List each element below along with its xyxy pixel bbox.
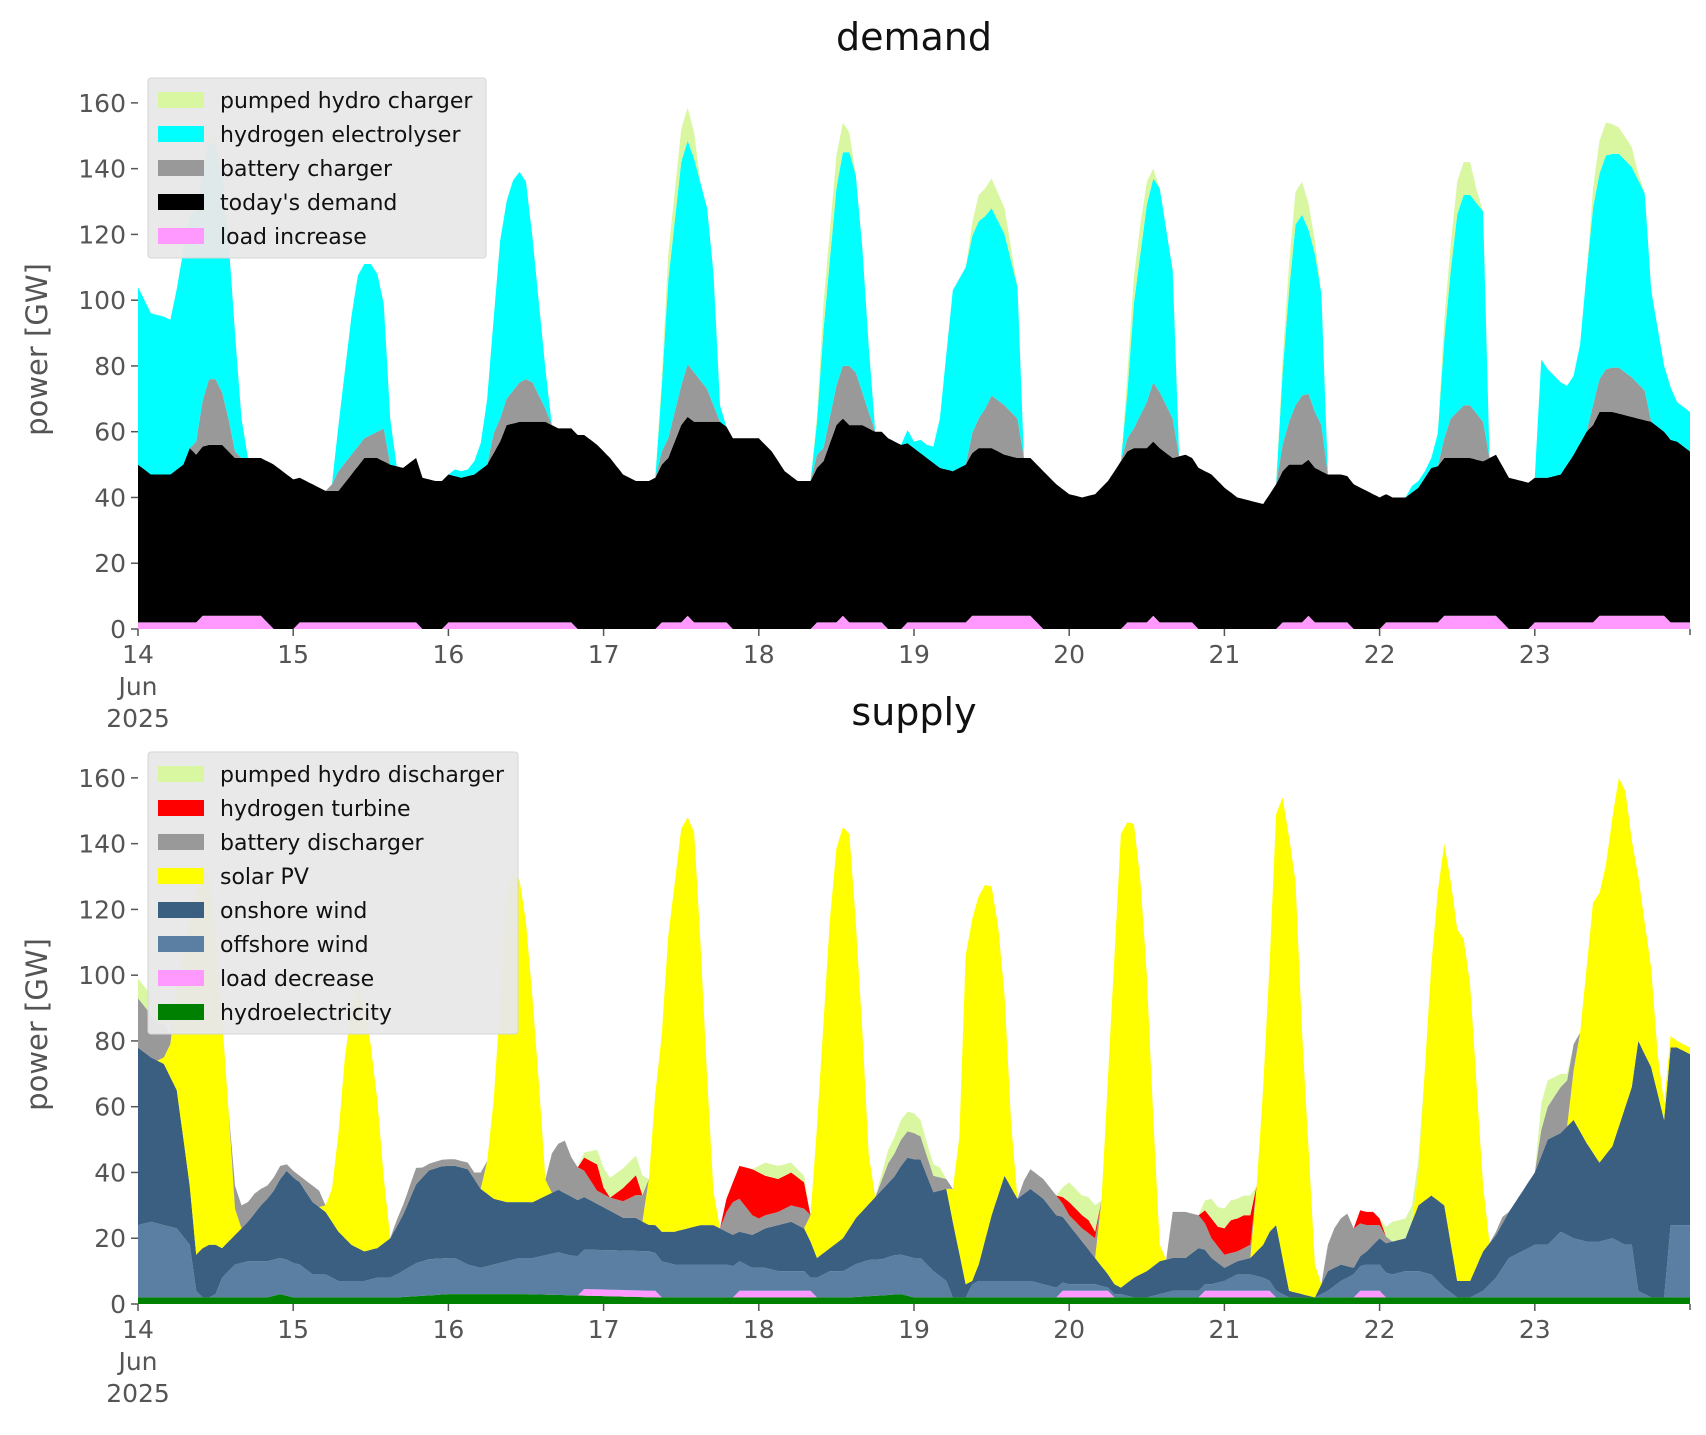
legend-entry: hydroelectricity xyxy=(220,1001,392,1026)
x-tick-label: 20 xyxy=(1053,640,1085,669)
y-tick-label: 160 xyxy=(78,89,126,118)
legend: pumped hydro charger hydrogen electrolyse… xyxy=(147,77,487,259)
x-tick-label: 15 xyxy=(277,640,309,669)
x-tick-label: 19 xyxy=(898,640,930,669)
y-tick-label: 40 xyxy=(94,1158,126,1187)
x-tick-label: 23 xyxy=(1519,1315,1551,1344)
x-tick-label: 20 xyxy=(1053,1315,1085,1344)
legend-entry: offshore wind xyxy=(220,933,369,958)
y-tick-label: 120 xyxy=(78,895,126,924)
legend-entry: pumped hydro discharger xyxy=(220,763,505,788)
chart-panel-supply: supply 0 20 40 60 80 100 120 140 160 14 Jun 2025 15 16… xyxy=(20,690,1691,1408)
y-tick-label: 0 xyxy=(110,1290,126,1319)
legend-entry: hydrogen electrolyser xyxy=(220,123,461,148)
area-hydroelectricity xyxy=(138,1294,1690,1304)
legend-entry: solar PV xyxy=(220,865,309,890)
area-offshore-wind xyxy=(138,1221,1690,1298)
y-tick-label: 140 xyxy=(78,155,126,184)
y-tick-label: 120 xyxy=(78,220,126,249)
legend-swatch xyxy=(158,126,204,142)
legend: pumped hydro discharger hydrogen turbine b… xyxy=(147,751,519,1035)
legend-swatch xyxy=(158,1004,204,1020)
area-today-s-demand xyxy=(138,412,1690,629)
x-tick-label: 18 xyxy=(743,1315,775,1344)
legend-box xyxy=(147,751,519,1035)
y-tick-label: 160 xyxy=(78,764,126,793)
y-tick-label: 100 xyxy=(78,286,126,315)
y-tick-label: 20 xyxy=(94,1224,126,1253)
legend-entry: pumped hydro charger xyxy=(220,89,473,114)
legend-entry: load increase xyxy=(220,225,367,250)
x-tick-label: 22 xyxy=(1364,640,1396,669)
chart-panel-demand: demand 0 20 40 60 80 100 120 140 160 14 Jun 2025 15 16… xyxy=(20,15,1691,733)
legend-swatch xyxy=(158,868,204,884)
legend-entry: today's demand xyxy=(220,191,397,216)
area-hydrogen-electrolyser xyxy=(138,140,1690,504)
x-tick-label: 17 xyxy=(588,640,620,669)
legend-swatch xyxy=(158,92,204,108)
legend-swatch xyxy=(158,800,204,816)
y-tick-label: 140 xyxy=(78,830,126,859)
x-tick-label: 22 xyxy=(1364,1315,1396,1344)
legend-entry: load decrease xyxy=(220,967,374,992)
x-tick-label: 14 Jun 2025 xyxy=(106,1315,170,1408)
y-tick-label: 80 xyxy=(94,1027,126,1056)
area-onshore-wind xyxy=(138,1040,1690,1298)
x-tick-label: 21 xyxy=(1208,1315,1240,1344)
legend-entry: battery charger xyxy=(220,157,393,182)
legend-entry: onshore wind xyxy=(220,899,367,924)
y-tick-label: 20 xyxy=(94,549,126,578)
legend-swatch xyxy=(158,228,204,244)
x-tick-label: 16 xyxy=(432,640,464,669)
legend-swatch xyxy=(158,194,204,210)
chart-title: supply xyxy=(851,690,976,734)
y-tick-label: 40 xyxy=(94,483,126,512)
chart-title: demand xyxy=(836,15,992,59)
legend-swatch xyxy=(158,970,204,986)
legend-swatch xyxy=(158,902,204,918)
legend-box xyxy=(147,77,487,259)
area-battery-charger xyxy=(138,364,1690,504)
legend-swatch xyxy=(158,160,204,176)
x-tick-label: 21 xyxy=(1208,640,1240,669)
legend-swatch xyxy=(158,834,204,850)
area-solar-pv xyxy=(138,777,1690,1298)
y-tick-label: 80 xyxy=(94,352,126,381)
x-tick-label: 18 xyxy=(743,640,775,669)
x-tick-label: 16 xyxy=(432,1315,464,1344)
legend-swatch xyxy=(158,766,204,782)
legend-entry: hydrogen turbine xyxy=(220,797,411,822)
legend-swatch xyxy=(158,936,204,952)
x-tick-label: 17 xyxy=(588,1315,620,1344)
area-load-decrease xyxy=(138,1289,1690,1298)
y-tick-label: 100 xyxy=(78,961,126,990)
x-tick-label: 14 Jun 2025 xyxy=(106,640,170,733)
y-tick-label: 0 xyxy=(110,615,126,644)
y-tick-label: 60 xyxy=(94,418,126,447)
legend-entry: battery discharger xyxy=(220,831,425,856)
x-tick-label: 15 xyxy=(277,1315,309,1344)
y-axis-label: power [GW] xyxy=(20,263,54,436)
y-axis-label: power [GW] xyxy=(20,938,54,1111)
x-tick-label: 23 xyxy=(1519,640,1551,669)
x-tick-label: 19 xyxy=(898,1315,930,1344)
area-pumped-hydro-charger xyxy=(138,107,1690,505)
y-tick-label: 60 xyxy=(94,1093,126,1122)
